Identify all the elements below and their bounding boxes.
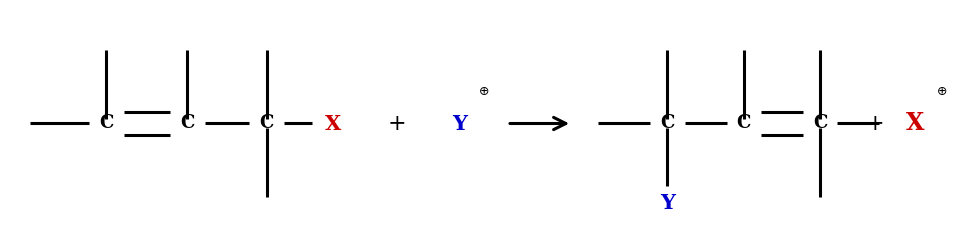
- Text: +: +: [389, 112, 407, 135]
- Text: ⊕: ⊕: [478, 85, 489, 98]
- Text: Y: Y: [660, 193, 675, 213]
- Text: C: C: [180, 115, 194, 132]
- Text: C: C: [259, 115, 274, 132]
- Text: ⊕: ⊕: [937, 85, 947, 98]
- Text: X: X: [906, 111, 924, 136]
- Text: Y: Y: [452, 114, 467, 133]
- Text: +: +: [865, 112, 884, 135]
- Text: C: C: [737, 115, 751, 132]
- Text: C: C: [100, 115, 114, 132]
- Text: C: C: [812, 115, 827, 132]
- Text: C: C: [660, 115, 675, 132]
- Text: X: X: [325, 114, 342, 133]
